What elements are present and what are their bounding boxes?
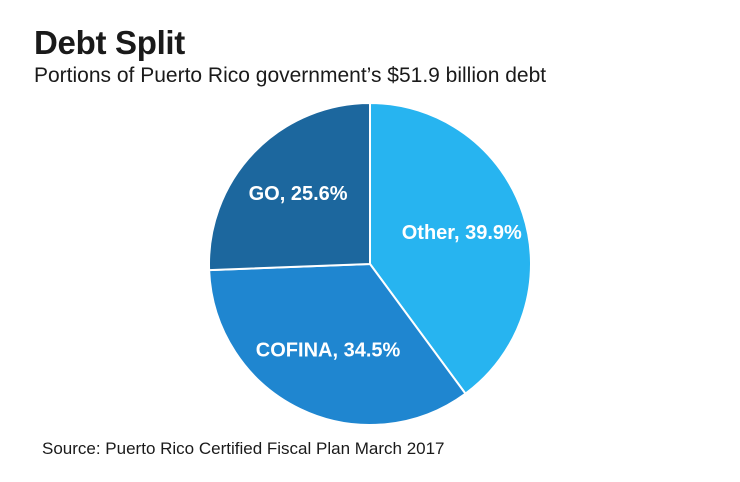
pie-labels: Other, 39.9% COFINA, 34.5% GO, 25.6% xyxy=(249,183,522,361)
pie-slice-cofina xyxy=(208,263,467,426)
pie-slice-go xyxy=(208,102,371,272)
slice-label-other: Other, 39.9% xyxy=(402,222,522,244)
chart-subtitle: Portions of Puerto Rico government’s $51… xyxy=(34,64,547,87)
slice-label-go: GO, 25.6% xyxy=(249,183,348,205)
chart-title: Debt Split xyxy=(34,24,185,61)
pie-slice-other xyxy=(369,102,532,395)
pie-slices xyxy=(208,102,532,426)
source-note: Source: Puerto Rico Certified Fiscal Pla… xyxy=(42,439,445,458)
slice-label-cofina: COFINA, 34.5% xyxy=(256,339,401,361)
